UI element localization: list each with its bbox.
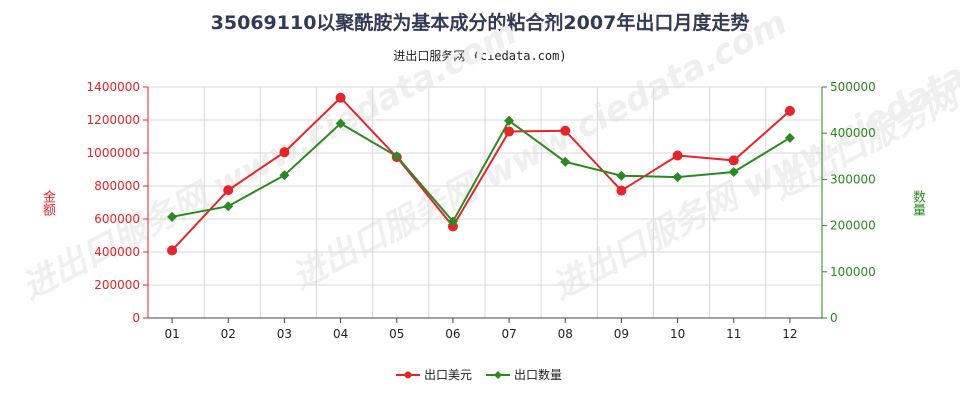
y-left-axis-label: 金额 xyxy=(40,190,55,216)
usd-point xyxy=(279,147,290,158)
x-tick-label: 12 xyxy=(782,327,797,341)
y-right-tick-label: 400000 xyxy=(830,126,876,140)
legend: 出口美元 出口数量 xyxy=(396,367,562,382)
usd-point xyxy=(504,126,515,137)
y-left-tick-label: 0 xyxy=(132,311,140,325)
usd-point xyxy=(728,155,739,166)
y-left-tick-label: 600000 xyxy=(94,212,140,226)
qty-point xyxy=(504,115,515,126)
x-tick-label: 03 xyxy=(277,327,292,341)
chart-subtitle: 进出口服务网 (ciedata.com) xyxy=(393,49,567,63)
x-tick-label: 07 xyxy=(501,327,516,341)
y-right-tick-label: 100000 xyxy=(830,265,876,279)
qty-point xyxy=(728,167,739,178)
qty-point xyxy=(784,132,795,143)
qty-point xyxy=(167,211,178,222)
axes xyxy=(147,87,823,319)
usd-point xyxy=(167,245,178,256)
y-left-tick-label: 800000 xyxy=(94,179,140,193)
x-tick-label: 04 xyxy=(333,327,348,341)
qty-point xyxy=(391,151,402,162)
legend-marker xyxy=(404,371,412,379)
qty-point xyxy=(672,172,683,183)
series-line-usd xyxy=(171,96,791,252)
usd-point xyxy=(335,92,346,103)
y-left-tick-label: 200000 xyxy=(94,278,140,292)
watermark-text: 进出口服务网 www.ciedata.com xyxy=(15,13,523,308)
usd-point xyxy=(672,150,683,161)
y-right-tick-label: 200000 xyxy=(830,219,876,233)
y-left-tick-label: 400000 xyxy=(94,245,140,259)
x-tick-label: 01 xyxy=(164,327,179,341)
qty-point xyxy=(447,216,458,227)
usd-point xyxy=(616,185,627,196)
tick-labels: 0200000400000600000800000100000012000001… xyxy=(87,80,876,341)
x-tick-label: 06 xyxy=(445,327,460,341)
y-right-axis-label: 数量 xyxy=(910,190,925,216)
legend-label: 出口美元 xyxy=(424,368,472,382)
series-markers xyxy=(167,92,795,256)
qty-point xyxy=(223,201,234,212)
qty-point xyxy=(560,156,571,167)
usd-point xyxy=(223,185,234,196)
watermark-text: 进出口服务网 www.ciedata.com xyxy=(285,3,793,298)
legend-marker xyxy=(494,371,502,379)
legend-label: 出口数量 xyxy=(514,367,562,382)
series-line-qty xyxy=(171,119,791,224)
y-right-tick-label: 0 xyxy=(830,311,838,325)
y-left-tick-label: 1400000 xyxy=(87,80,140,94)
qty-point xyxy=(279,170,290,181)
qty-point xyxy=(335,118,346,129)
usd-point xyxy=(560,125,571,136)
x-tick-label: 11 xyxy=(726,327,741,341)
chart-title: 35069110以聚酰胺为基本成分的粘合剂2007年出口月度走势 xyxy=(210,12,750,34)
x-tick-label: 10 xyxy=(670,327,685,341)
usd-point xyxy=(784,105,795,116)
x-tick-label: 02 xyxy=(221,327,236,341)
y-right-tick-label: 300000 xyxy=(830,172,876,186)
y-left-tick-label: 1000000 xyxy=(87,146,140,160)
y-left-tick-label: 1200000 xyxy=(87,113,140,127)
x-tick-label: 08 xyxy=(558,327,573,341)
y-right-tick-label: 500000 xyxy=(830,80,876,94)
qty-point xyxy=(616,170,627,181)
x-tick-label: 05 xyxy=(389,327,404,341)
series-lines xyxy=(171,96,791,252)
x-tick-label: 09 xyxy=(614,327,629,341)
